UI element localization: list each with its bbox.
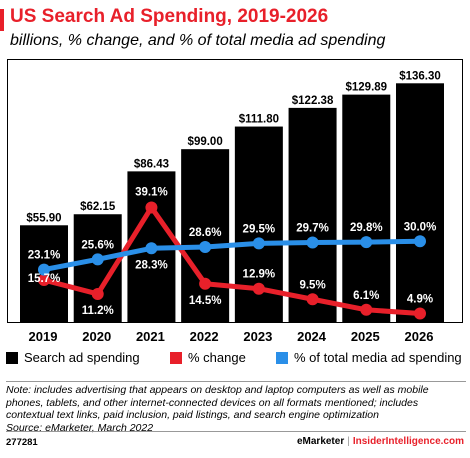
share-line-point <box>413 235 426 248</box>
x-tick-label: 2024 <box>297 329 327 344</box>
legend-label: % change <box>188 350 246 365</box>
chart-subtitle: billions, % change, and % of total media… <box>10 32 386 49</box>
title-accent-bar <box>0 9 4 31</box>
bar <box>395 83 444 322</box>
bar-value-label: $136.30 <box>399 70 441 82</box>
share-data-label: 29.8% <box>350 222 383 234</box>
share-line <box>38 235 426 276</box>
legend-swatch-black <box>6 351 18 364</box>
legend-item-search-ad-spending: Search ad spending <box>6 350 140 365</box>
legend: Search ad spending % change % of total m… <box>6 350 468 368</box>
change-line-point <box>252 282 265 295</box>
share-labels: 23.1% 25.6% 28.3% 28.6% 29.5% 29.7% 29.8% 30.0% <box>28 221 437 271</box>
footnote-block: Note: includes advertising that appears … <box>6 381 466 434</box>
x-tick-label: 2021 <box>136 329 165 344</box>
bar-value-label: $99.00 <box>188 136 223 148</box>
change-data-label: 15.7% <box>28 273 61 285</box>
share-data-label: 23.1% <box>28 250 61 262</box>
change-line-point <box>413 307 426 320</box>
x-axis: 2019 2020 2021 2022 2023 2024 2025 2026 <box>29 329 434 344</box>
change-line-point <box>360 303 373 316</box>
x-tick-label: 2025 <box>351 329 380 344</box>
share-line-point <box>306 236 319 249</box>
legend-label: Search ad spending <box>24 350 140 365</box>
legend-label: % of total media ad spending <box>294 350 462 365</box>
bar-value-label: $129.89 <box>345 82 387 94</box>
change-line-point <box>306 293 319 306</box>
bar-value-label: $111.80 <box>239 114 279 126</box>
change-data-label: 9.5% <box>299 279 325 291</box>
legend-swatch-blue <box>276 351 288 364</box>
legend-item-percent-change: % change <box>170 350 246 365</box>
x-tick-label: 2022 <box>190 329 219 344</box>
share-line-point <box>145 242 158 255</box>
share-line-point <box>252 237 265 250</box>
change-labels: 15.7% 11.2% 39.1% 14.5% 12.9% 9.5% 6.1% 4.9% <box>28 186 433 316</box>
change-data-label: 14.5% <box>189 295 222 307</box>
change-data-label: 39.1% <box>135 186 168 198</box>
share-line-point <box>360 236 373 249</box>
change-data-label: 12.9% <box>243 269 276 281</box>
chart-title: US Search Ad Spending, 2019-2026 <box>10 6 329 27</box>
share-line-point <box>38 263 50 276</box>
plot-area: $55.90 $62.15 $86.43 $99.00 $111.80 $122.38 $1… <box>7 59 463 323</box>
footnote-text: Note: includes advertising that appears … <box>6 384 429 421</box>
share-line-point <box>199 241 212 254</box>
brand-insider-intelligence: InsiderIntelligence.com <box>352 436 464 447</box>
x-tick-label: 2026 <box>405 329 434 344</box>
chart-svg: $55.90 $62.15 $86.43 $99.00 $111.80 $122.38 $1… <box>20 70 444 322</box>
brand-emarketer: eMarketer <box>296 436 345 447</box>
x-tick-label: 2020 <box>82 329 111 344</box>
x-tick-label: 2023 <box>243 329 272 344</box>
share-line-point <box>91 253 104 266</box>
bar-value-label: $55.90 <box>26 212 61 224</box>
change-line-point <box>91 287 104 300</box>
bar <box>342 94 391 322</box>
x-tick-label: 2019 <box>29 329 58 344</box>
change-data-label: 11.2% <box>82 305 114 317</box>
change-line-point <box>199 277 212 290</box>
share-data-label: 28.6% <box>189 227 222 239</box>
footer-divider <box>6 431 466 432</box>
bar <box>288 107 337 322</box>
bar-value-label: $122.38 <box>292 95 334 107</box>
brand-separator: | <box>347 436 350 447</box>
change-line-path <box>41 204 423 317</box>
change-line-point <box>145 201 158 214</box>
legend-item-share-of-media: % of total media ad spending <box>276 350 462 365</box>
source-text: Source: eMarketer, March 2022 <box>6 421 154 434</box>
footer-brand: eMarketer | InsiderIntelligence.com <box>297 436 464 447</box>
share-data-label: 29.5% <box>243 223 276 235</box>
share-line-path <box>41 238 423 273</box>
bar <box>181 149 230 322</box>
bar-value-label: $86.43 <box>134 158 169 170</box>
change-data-label: 4.9% <box>407 294 433 306</box>
share-data-label: 29.7% <box>296 223 329 235</box>
change-data-label: 6.1% <box>353 290 379 302</box>
change-line <box>38 201 426 320</box>
share-data-label: 28.3% <box>135 259 168 271</box>
legend-swatch-red <box>170 351 182 364</box>
chart-id: 277281 <box>6 437 38 448</box>
share-data-label: 25.6% <box>81 239 114 251</box>
bar-series: $55.90 $62.15 $86.43 $99.00 $111.80 $122.38 $1… <box>20 70 444 322</box>
bar-value-label: $62.15 <box>80 201 116 213</box>
x-axis-labels: 2019 2020 2021 2022 2023 2024 2025 2026 <box>29 329 434 344</box>
share-data-label: 30.0% <box>404 221 437 233</box>
change-line-point <box>38 274 50 287</box>
